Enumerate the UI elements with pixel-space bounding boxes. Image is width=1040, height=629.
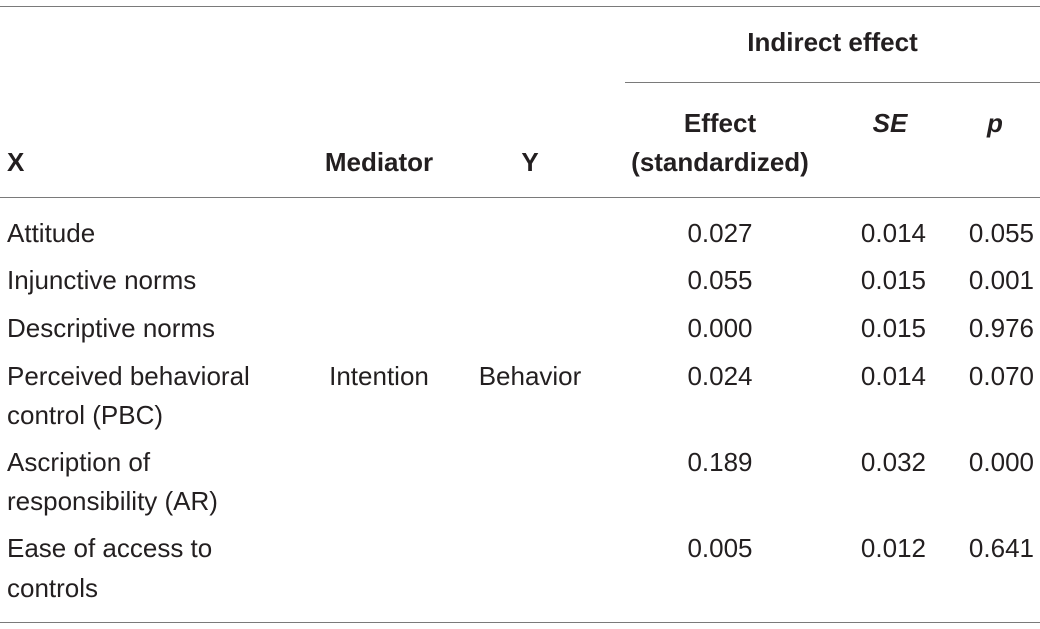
row-p: 0.001 <box>968 265 1034 295</box>
row-x-label-line2: control (PBC) <box>7 400 164 430</box>
row-x-label: Descriptive norms <box>7 313 216 343</box>
bottom-rule <box>0 622 1040 623</box>
row-p: 0.070 <box>968 361 1034 391</box>
header-rule <box>0 197 1040 198</box>
header-mediator: Mediator <box>324 147 434 177</box>
row-x-label-line2: controls <box>7 573 99 603</box>
row-x-label: Ascription of <box>7 447 151 477</box>
row-se: 0.015 <box>860 265 926 295</box>
row-se: 0.032 <box>860 447 926 477</box>
row-p: 0.976 <box>968 313 1034 343</box>
mediator-value: Intention <box>329 361 429 391</box>
row-se: 0.014 <box>860 218 926 248</box>
header-p: p <box>987 108 1003 138</box>
header-x: X <box>7 147 25 177</box>
row-x-label: Attitude <box>7 218 96 248</box>
row-p: 0.641 <box>968 533 1034 563</box>
row-x-label: Ease of access to <box>7 533 213 563</box>
header-se: SE <box>872 108 908 138</box>
row-se: 0.014 <box>860 361 926 391</box>
row-se: 0.015 <box>860 313 926 343</box>
row-effect: 0.189 <box>687 447 753 477</box>
row-p: 0.055 <box>968 218 1034 248</box>
row-effect: 0.024 <box>687 361 753 391</box>
row-se: 0.012 <box>860 533 926 563</box>
row-effect: 0.027 <box>687 218 753 248</box>
row-effect: 0.005 <box>687 533 753 563</box>
row-x-label: Perceived behavioral <box>7 361 250 391</box>
top-rule <box>0 6 1040 7</box>
y-value: Behavior <box>478 361 582 391</box>
header-y: Y <box>521 147 539 177</box>
header-effect-line1: Effect <box>683 108 757 138</box>
row-effect: 0.055 <box>687 265 753 295</box>
header-indirect-effect: Indirect effect <box>747 27 918 57</box>
group-rule <box>625 82 1040 83</box>
header-effect-line2: (standardized) <box>631 147 809 177</box>
row-effect: 0.000 <box>687 313 753 343</box>
row-x-label-line2: responsibility (AR) <box>7 486 218 516</box>
row-x-label: Injunctive norms <box>7 265 197 295</box>
row-p: 0.000 <box>968 447 1034 477</box>
